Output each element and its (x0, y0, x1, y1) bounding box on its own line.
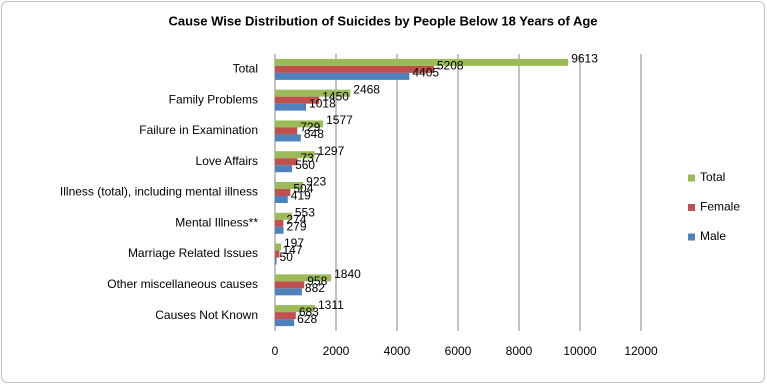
data-label: 1018 (309, 96, 336, 110)
x-tick-label: 0 (272, 344, 279, 358)
bar (275, 96, 320, 104)
bar (275, 158, 298, 166)
y-tick-label: Love Affairs (196, 154, 258, 168)
legend-swatch (688, 204, 695, 211)
bar (275, 243, 282, 251)
x-tick-label: 2000 (323, 344, 350, 358)
legend-label: Male (700, 229, 726, 243)
legend-label: Female (700, 200, 740, 214)
bar (275, 274, 332, 282)
bar (275, 226, 284, 234)
y-tick-label: Total (233, 62, 258, 76)
data-label: 1297 (318, 144, 345, 158)
data-label: 729 (300, 120, 320, 134)
data-label: 5208 (437, 59, 464, 73)
data-label: 848 (304, 127, 324, 141)
bar (275, 305, 315, 313)
y-tick-label: Causes Not Known (155, 308, 258, 322)
y-tick-label: Mental Illness** (175, 215, 258, 229)
x-tick-label: 12000 (624, 344, 658, 358)
bar (275, 182, 304, 189)
bar (275, 120, 324, 128)
data-label: 882 (305, 281, 325, 295)
bar (275, 281, 305, 289)
legend-label: Total (700, 170, 725, 184)
data-label: 1311 (318, 298, 344, 312)
y-tick-label: Failure in Examination (139, 123, 258, 137)
data-label: 419 (291, 189, 311, 203)
bar (275, 165, 293, 173)
y-tick-label: Family Problems (169, 92, 258, 106)
bar (275, 319, 295, 327)
chart-title: Cause Wise Distribution of Suicides by P… (169, 13, 598, 28)
bar (275, 134, 301, 142)
legend-swatch (688, 233, 695, 241)
bar (275, 72, 410, 80)
data-label: 683 (299, 305, 319, 319)
y-tick-label: Marriage Related Issues (128, 246, 258, 260)
x-tick-label: 4000 (384, 344, 411, 358)
bar (275, 127, 298, 135)
y-tick-label: Illness (total), including mental illnes… (60, 185, 258, 199)
x-tick-label: 6000 (445, 344, 472, 358)
data-label: 628 (297, 312, 317, 326)
data-label: 147 (282, 243, 302, 257)
data-label: 2468 (353, 82, 380, 96)
data-label: 553 (295, 205, 315, 219)
data-label: 1840 (334, 267, 361, 281)
data-label: 4405 (412, 66, 439, 80)
data-label: 9613 (571, 52, 598, 66)
data-label: 1577 (326, 113, 353, 127)
bar (275, 288, 302, 296)
data-label: 50 (280, 250, 294, 264)
data-label: 1450 (322, 89, 349, 103)
legend-swatch (688, 174, 695, 182)
bar (275, 103, 307, 111)
bar (275, 196, 288, 203)
bar (275, 189, 291, 196)
x-tick-label: 10000 (563, 344, 597, 358)
bar (275, 65, 434, 73)
bar (275, 58, 569, 66)
bar (275, 257, 277, 265)
bar (275, 212, 292, 220)
bar (275, 151, 315, 159)
data-label: 504 (293, 182, 313, 196)
bar (275, 89, 351, 97)
data-label: 279 (287, 219, 307, 233)
bar (275, 312, 296, 320)
bar (275, 219, 284, 227)
y-tick-label: Other miscellaneous causes (107, 277, 258, 291)
data-label: 197 (284, 236, 304, 250)
data-label: 274 (286, 212, 306, 226)
data-label: 923 (306, 175, 326, 189)
bar (275, 250, 280, 258)
data-label: 958 (307, 274, 327, 288)
data-label: 737 (300, 151, 320, 165)
data-label: 560 (295, 158, 315, 172)
x-tick-label: 8000 (506, 344, 533, 358)
